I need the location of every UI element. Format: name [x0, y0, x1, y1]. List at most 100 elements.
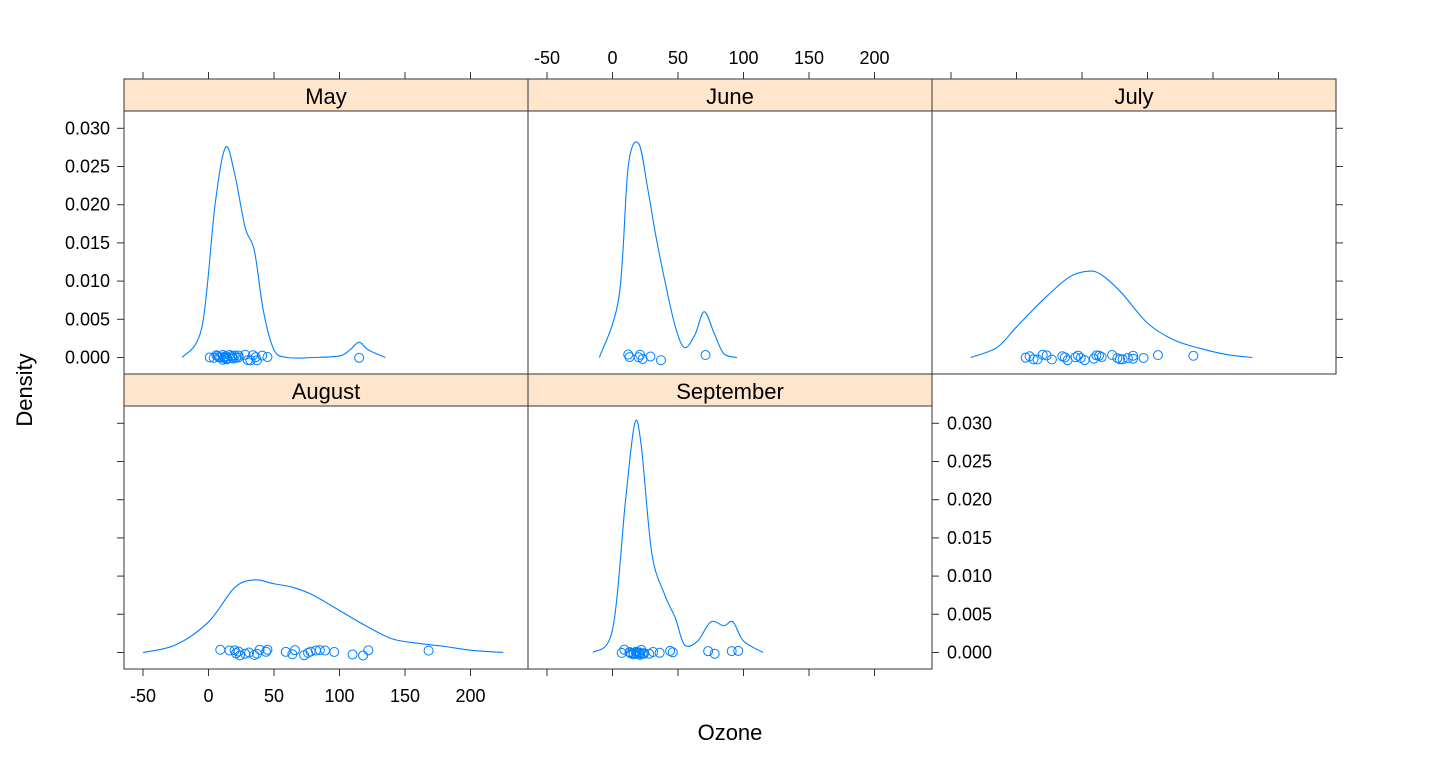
data-points-august: [215, 644, 434, 661]
panel-may: May: [123, 78, 529, 375]
data-point: [1020, 352, 1031, 363]
x-tick-label-bottom: 200: [455, 686, 485, 706]
data-point: [354, 352, 365, 363]
x-tick-label-top: 100: [728, 48, 758, 68]
strip-label-may: May: [305, 84, 347, 109]
panel-box-may: [123, 110, 529, 375]
strip-label-june: June: [706, 84, 754, 109]
data-point: [654, 647, 665, 658]
data-point: [329, 646, 340, 657]
data-point: [733, 645, 744, 656]
data-point: [1107, 350, 1118, 361]
y-tick-label-right: 0.030: [947, 413, 992, 433]
data-point: [1138, 352, 1149, 363]
data-point: [347, 649, 358, 660]
data-point: [303, 647, 314, 658]
data-points-july: [1020, 349, 1199, 366]
x-tick-label-bottom: 150: [390, 686, 420, 706]
data-point: [1046, 354, 1057, 365]
data-point: [709, 648, 720, 659]
data-point: [1094, 350, 1105, 361]
strip-august: [123, 373, 529, 407]
density-curve-july: [970, 270, 1253, 359]
x-tick-label-bottom: 0: [203, 686, 213, 706]
x-tick-label-top: 50: [668, 48, 688, 68]
density-curve-june: [598, 141, 738, 359]
data-point: [240, 349, 251, 360]
data-point: [726, 646, 737, 657]
x-tick-label-top: -50: [534, 48, 560, 68]
data-point: [667, 647, 678, 658]
panel-september: September: [527, 373, 933, 670]
data-point: [1037, 349, 1048, 360]
data-point: [1122, 353, 1133, 364]
data-point: [1128, 350, 1139, 361]
data-point: [262, 352, 273, 363]
data-point: [261, 646, 272, 657]
data-point: [314, 645, 325, 656]
data-point: [1188, 350, 1199, 361]
data-point: [233, 350, 244, 361]
data-point: [215, 352, 226, 363]
data-point: [254, 644, 265, 655]
data-point: [1088, 353, 1099, 364]
data-point: [623, 349, 634, 360]
data-point: [703, 646, 714, 657]
data-point: [234, 650, 245, 661]
data-point: [320, 645, 331, 656]
y-tick-label-right: 0.015: [947, 528, 992, 548]
density-curve-august: [142, 579, 504, 654]
data-point: [423, 645, 434, 656]
strip-september: [527, 373, 933, 407]
data-point: [1073, 350, 1084, 361]
data-point: [1028, 354, 1039, 365]
data-points-september: [616, 644, 744, 660]
y-tick-label-left: 0.010: [65, 271, 110, 291]
data-point: [645, 351, 656, 362]
panel-june: June: [527, 78, 933, 375]
y-tick-label-right: 0.000: [947, 643, 992, 663]
y-tick-label-left: 0.015: [65, 233, 110, 253]
y-tick-label-right: 0.025: [947, 452, 992, 472]
x-tick-label-top: 0: [607, 48, 617, 68]
data-point: [249, 649, 260, 660]
data-point: [262, 644, 273, 655]
density-curve-may: [181, 145, 386, 359]
data-point: [257, 350, 268, 361]
y-tick-label-left: 0.020: [65, 195, 110, 215]
x-axis-title: Ozone: [698, 720, 763, 745]
strip-label-august: August: [292, 379, 361, 404]
axis-ticks-layer: -50 0 50 100 150 200 -50 0 50 100 150 200 0.000 0.005…: [65, 48, 1343, 706]
density-curve-september: [592, 419, 764, 653]
data-point: [624, 352, 635, 363]
strip-label-september: September: [676, 379, 784, 404]
strip-may: [123, 78, 529, 112]
strip-june: [527, 78, 933, 112]
x-tick-label-top: 150: [794, 48, 824, 68]
data-point: [665, 645, 676, 656]
panel-box-august: [123, 405, 529, 670]
data-point: [244, 647, 255, 658]
y-axis-title: Density: [12, 353, 37, 426]
panel-box-september: [527, 405, 933, 670]
data-point: [1070, 352, 1081, 363]
data-point: [212, 350, 223, 361]
data-point: [1114, 354, 1125, 365]
x-tick-label-top: 200: [859, 48, 889, 68]
x-tick-label-bottom: -50: [130, 686, 156, 706]
data-point: [363, 645, 374, 656]
panel-box-july: [931, 110, 1337, 375]
y-tick-label-left: 0.000: [65, 348, 110, 368]
y-tick-label-left: 0.030: [65, 118, 110, 138]
y-tick-label-right: 0.020: [947, 490, 992, 510]
strip-july: [931, 78, 1337, 112]
y-tick-label-left: 0.025: [65, 157, 110, 177]
data-point: [1128, 353, 1139, 364]
panel-august: August: [123, 373, 529, 670]
y-tick-label-right: 0.005: [947, 604, 992, 624]
y-tick-label-right: 0.010: [947, 566, 992, 586]
data-points-june: [623, 349, 711, 366]
panel-box-june: [527, 110, 933, 375]
data-point: [358, 650, 369, 661]
